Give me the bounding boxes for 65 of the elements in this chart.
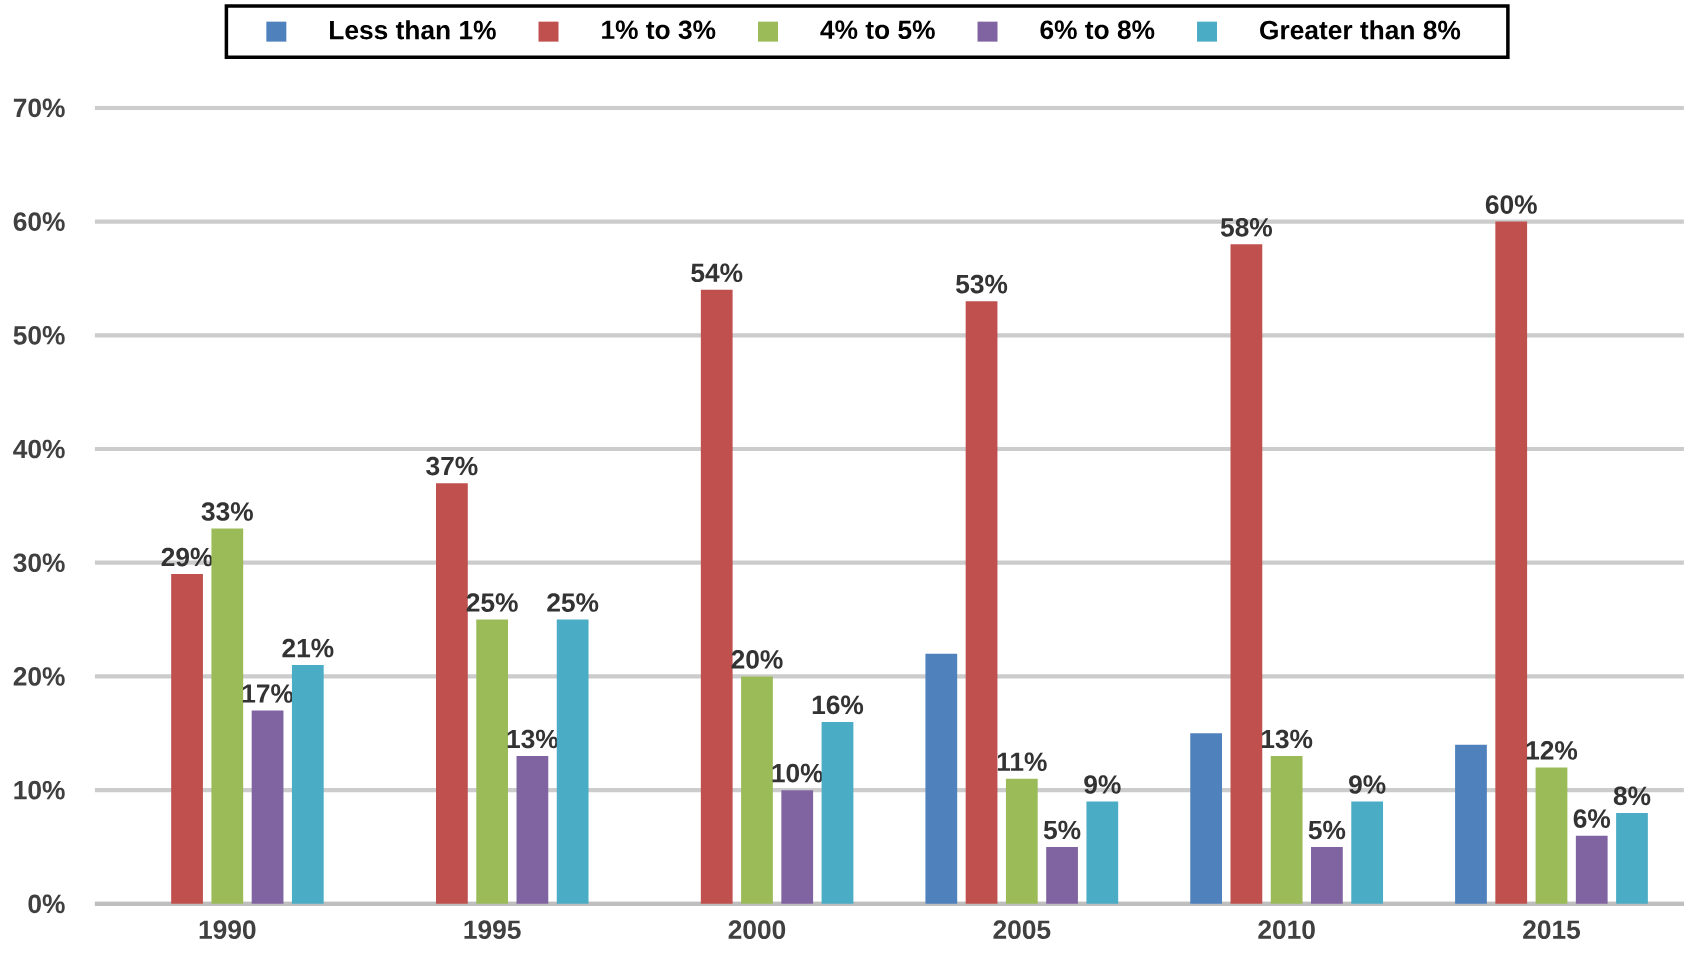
data-label: 21% [282, 638, 334, 658]
bar [925, 653, 958, 904]
bar [436, 483, 468, 904]
bar [516, 756, 549, 904]
y-tick-label: 70% [13, 98, 65, 118]
data-label: 6% [1573, 809, 1611, 829]
y-tick-label: 10% [14, 780, 65, 800]
bar [1535, 767, 1568, 904]
data-label: 17% [242, 684, 294, 703]
y-tick-label: 60% [13, 212, 65, 232]
x-tick-label: 2010 [1258, 920, 1315, 940]
data-label: 58% [1220, 218, 1272, 237]
bar [1455, 744, 1487, 904]
legend-label: 1% to 3% [602, 20, 716, 40]
y-tick-label: 30% [13, 553, 65, 573]
data-label: 53% [956, 274, 1008, 294]
data-label: 25% [547, 593, 599, 612]
bar [1046, 847, 1078, 904]
bar [291, 665, 324, 904]
bar [556, 619, 589, 904]
bar [211, 528, 244, 904]
bar [1086, 801, 1119, 904]
bar [1230, 244, 1263, 904]
data-label: 5% [1043, 820, 1081, 840]
bar [821, 722, 854, 904]
data-label: 9% [1084, 775, 1121, 794]
x-tick-label: 2000 [728, 920, 786, 940]
data-label: 54% [691, 263, 743, 283]
y-tick-label: 40% [13, 439, 65, 459]
bar [781, 790, 814, 904]
data-label: 29% [161, 547, 213, 567]
bar [1270, 756, 1303, 904]
bar [1005, 778, 1038, 904]
x-tick-label: 2015 [1523, 920, 1581, 940]
bar [1616, 812, 1648, 904]
y-tick-label: 0% [28, 894, 65, 914]
y-tick-label: 50% [13, 326, 65, 345]
bar [476, 619, 509, 904]
data-label: 33% [201, 502, 253, 521]
bar [965, 301, 998, 904]
data-label: 16% [812, 695, 864, 715]
legend-label: Greater than 8% [1260, 20, 1461, 40]
y-tick-label: 20% [13, 667, 65, 686]
bar [741, 676, 773, 904]
data-label: 8% [1613, 786, 1651, 806]
x-tick-label: 1995 [464, 920, 521, 940]
bar [1575, 835, 1608, 904]
data-label: 11% [997, 752, 1047, 772]
x-tick-label: 2005 [993, 920, 1051, 940]
data-label: 60% [1485, 195, 1537, 214]
data-label: 37% [426, 456, 478, 476]
x-tick-label: 1990 [199, 920, 256, 940]
legend-label: 6% to 8% [1040, 20, 1155, 40]
bar [251, 710, 284, 904]
legend-label: Less than 1% [330, 20, 496, 40]
bar [1190, 733, 1223, 904]
bar [171, 574, 203, 904]
legend-label: 4% to 5% [820, 20, 935, 40]
data-label: 5% [1308, 820, 1346, 840]
bar [1495, 221, 1528, 904]
data-label: 9% [1349, 775, 1386, 794]
data-label: 13% [1261, 729, 1313, 749]
bar [700, 289, 733, 904]
bar [1311, 847, 1343, 904]
bar [1351, 801, 1384, 904]
